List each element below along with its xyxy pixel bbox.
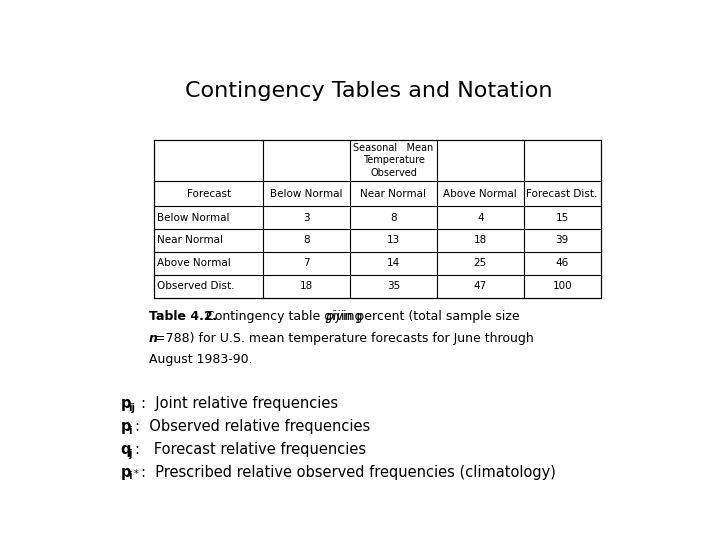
Text: Table 4.2.: Table 4.2. [148,310,217,323]
Text: Seasonal   Mean
Temperature
Observed: Seasonal Mean Temperature Observed [354,143,433,178]
Text: Below Normal: Below Normal [157,213,230,222]
Text: 39: 39 [556,235,569,246]
Text: 100: 100 [552,281,572,291]
Text: 47: 47 [474,281,487,291]
Text: 7: 7 [303,258,310,268]
Text: j: j [128,449,132,458]
Text: Near Normal: Near Normal [157,235,223,246]
Text: n: n [148,332,158,345]
Text: Below Normal: Below Normal [271,188,343,199]
Text: 3: 3 [303,213,310,222]
Text: ij: ij [128,403,135,413]
Text: pij: pij [325,310,340,323]
Text: 46: 46 [556,258,569,268]
Text: 15: 15 [556,213,569,222]
Text: Above Normal: Above Normal [444,188,517,199]
Text: 8: 8 [390,213,397,222]
Text: Contingency table giving: Contingency table giving [198,310,366,323]
Text: *: * [134,469,139,480]
Text: 18: 18 [474,235,487,246]
Text: :  Joint relative frequencies: : Joint relative frequencies [141,396,338,411]
Text: p: p [121,396,131,411]
Text: 8: 8 [303,235,310,246]
Text: 14: 14 [387,258,400,268]
Text: 35: 35 [387,281,400,291]
Text: Above Normal: Above Normal [157,258,230,268]
Text: Forecast Dist.: Forecast Dist. [526,188,598,199]
Text: :  Prescribed relative observed frequencies (climatology): : Prescribed relative observed frequenci… [141,465,556,480]
Text: 18: 18 [300,281,313,291]
Text: i: i [128,426,132,436]
Text: p: p [121,465,131,480]
Text: i: i [128,471,132,482]
Text: p: p [121,419,131,434]
Text: in percent (total sample size: in percent (total sample size [337,310,520,323]
Text: 25: 25 [474,258,487,268]
Text: 13: 13 [387,235,400,246]
Text: =788) for U.S. mean temperature forecasts for June through: =788) for U.S. mean temperature forecast… [155,332,534,345]
Text: :  Observed relative frequencies: : Observed relative frequencies [135,419,371,434]
Text: Contingency Tables and Notation: Contingency Tables and Notation [185,82,553,102]
Text: Near Normal: Near Normal [361,188,426,199]
Text: Forecast: Forecast [186,188,231,199]
Text: Observed Dist.: Observed Dist. [157,281,235,291]
Text: q: q [121,442,131,457]
Text: August 1983-90.: August 1983-90. [148,353,252,366]
Text: :   Forecast relative frequencies: : Forecast relative frequencies [135,442,366,457]
Text: 4: 4 [477,213,484,222]
